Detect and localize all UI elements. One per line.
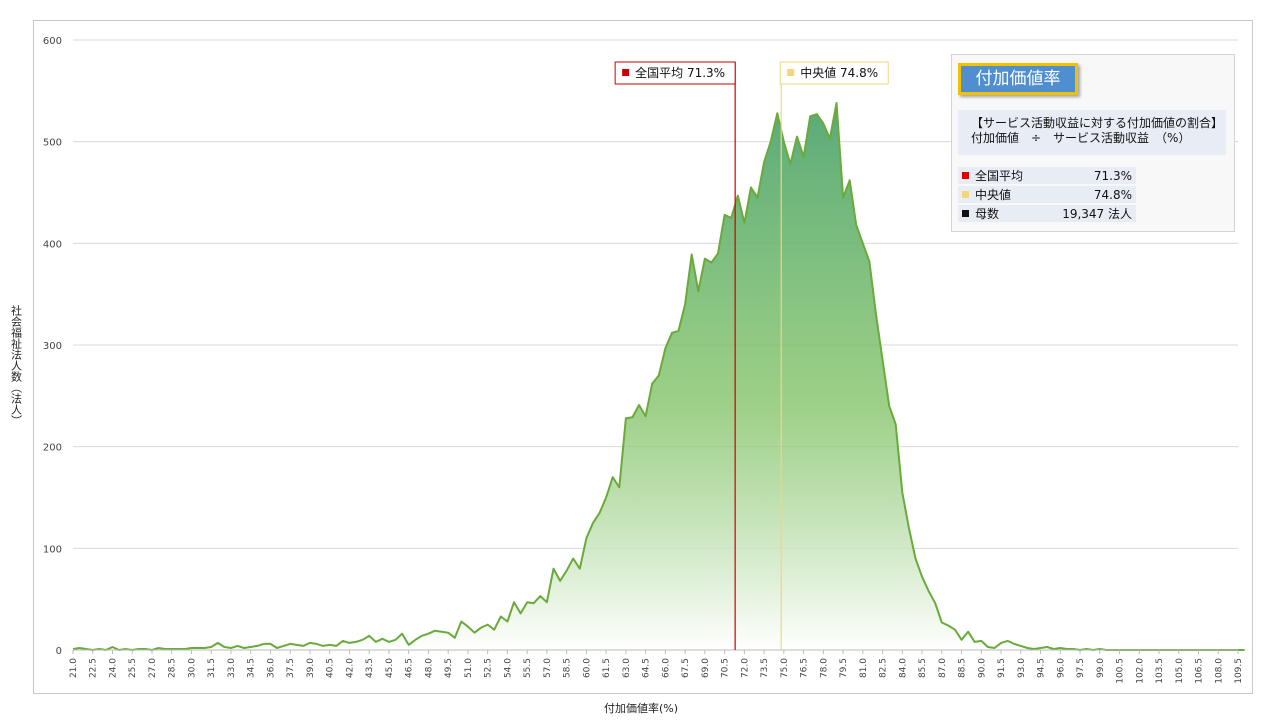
count-marker-icon bbox=[962, 210, 969, 217]
x-tick-label: 67.5 bbox=[681, 658, 691, 678]
x-axis-title: 付加価値率(%) bbox=[604, 701, 678, 715]
x-tick-label: 93.0 bbox=[1017, 658, 1027, 678]
x-tick-label: 87.0 bbox=[938, 658, 948, 678]
info-row-label: 母数 bbox=[975, 207, 1000, 221]
info-row-label: 中央値 bbox=[975, 188, 1012, 202]
y-tick-label: 0 bbox=[56, 646, 62, 657]
info-panel-description: 【サービス活動収益に対する付加価値の割合】 付加価値 ÷ サービス活動収益 （%… bbox=[958, 110, 1226, 155]
x-tick-label: 58.5 bbox=[563, 658, 573, 678]
info-panel-title: 付加価値率 bbox=[958, 63, 1078, 95]
reference-callout-marker bbox=[787, 69, 795, 76]
x-tick-label: 64.5 bbox=[642, 658, 652, 678]
x-tick-label: 82.5 bbox=[879, 658, 889, 678]
x-tick-label: 46.5 bbox=[405, 658, 415, 678]
x-tick-label: 60.0 bbox=[582, 658, 592, 678]
x-tick-label: 81.0 bbox=[859, 658, 869, 678]
x-tick-label: 70.5 bbox=[721, 658, 731, 678]
info-row-value: 19,347 法人 bbox=[1036, 205, 1136, 222]
x-tick-label: 84.0 bbox=[898, 658, 908, 678]
x-tick-label: 88.5 bbox=[958, 658, 968, 678]
y-tick-label: 200 bbox=[43, 443, 62, 454]
reference-callout-box bbox=[779, 61, 889, 85]
info-row-value: 71.3% bbox=[1036, 167, 1136, 184]
x-tick-label: 36.0 bbox=[266, 658, 276, 678]
x-tick-label: 102.0 bbox=[1135, 658, 1145, 684]
x-tick-label: 22.5 bbox=[89, 658, 99, 678]
x-tick-label: 66.0 bbox=[661, 658, 671, 678]
x-tick-label: 39.0 bbox=[306, 658, 316, 678]
info-row-label: 全国平均 bbox=[975, 169, 1024, 183]
chart-frame bbox=[33, 20, 1253, 694]
x-tick-label: 63.0 bbox=[622, 658, 632, 678]
x-tick-label: 24.0 bbox=[108, 658, 118, 678]
x-tick-label: 76.5 bbox=[800, 658, 810, 678]
x-tick-label: 54.0 bbox=[503, 658, 513, 678]
x-tick-label: 108.0 bbox=[1214, 658, 1224, 684]
x-tick-label: 97.5 bbox=[1076, 658, 1086, 678]
x-tick-label: 55.5 bbox=[523, 658, 533, 678]
x-tick-label: 73.5 bbox=[760, 658, 770, 678]
y-tick-label: 400 bbox=[43, 239, 62, 250]
info-stats-table: 全国平均 71.3% 中央値 74.8% 母数 19,347 法人 bbox=[958, 165, 1136, 224]
reference-callout-box bbox=[614, 61, 736, 85]
x-tick-label: 78.0 bbox=[819, 658, 829, 678]
x-tick-label: 103.5 bbox=[1155, 658, 1165, 684]
x-tick-label: 57.0 bbox=[543, 658, 553, 678]
x-tick-label: 25.5 bbox=[128, 658, 138, 678]
x-tick-label: 94.5 bbox=[1037, 658, 1047, 678]
x-tick-label: 96.0 bbox=[1056, 658, 1066, 678]
info-row-median: 中央値 74.8% bbox=[958, 186, 1136, 203]
series-line bbox=[72, 102, 1245, 651]
y-axis-title: 社会福祉法人数（法人） bbox=[10, 304, 23, 426]
x-tick-label: 75.0 bbox=[780, 658, 790, 678]
x-tick-label: 33.0 bbox=[227, 658, 237, 678]
x-tick-label: 45.0 bbox=[385, 658, 395, 678]
x-tick-label: 21.0 bbox=[69, 658, 79, 678]
y-tick-label: 300 bbox=[43, 341, 62, 352]
info-panel: 付加価値率 【サービス活動収益に対する付加価値の割合】 付加価値 ÷ サービス活… bbox=[951, 54, 1235, 232]
info-desc-line-2: 付加価値 ÷ サービス活動収益 （%） bbox=[971, 131, 1191, 145]
x-tick-label: 106.5 bbox=[1195, 658, 1205, 684]
y-tick-label: 100 bbox=[43, 544, 62, 555]
x-tick-label: 91.5 bbox=[997, 658, 1007, 678]
x-tick-label: 109.5 bbox=[1234, 658, 1244, 684]
x-tick-label: 61.5 bbox=[602, 658, 612, 678]
x-tick-label: 52.5 bbox=[484, 658, 494, 678]
info-row-count: 母数 19,347 法人 bbox=[958, 205, 1136, 222]
average-marker-icon bbox=[962, 172, 969, 179]
y-tick-label: 500 bbox=[43, 138, 62, 149]
x-tick-label: 28.5 bbox=[168, 658, 178, 678]
x-tick-label: 30.0 bbox=[187, 658, 197, 678]
x-tick-label: 90.0 bbox=[977, 658, 987, 678]
x-tick-label: 37.5 bbox=[286, 658, 296, 678]
y-tick-label: 600 bbox=[43, 36, 62, 47]
x-tick-label: 69.0 bbox=[701, 658, 711, 678]
reference-callout-marker bbox=[622, 69, 630, 76]
median-marker-icon bbox=[962, 191, 969, 198]
x-tick-label: 40.5 bbox=[326, 658, 336, 678]
x-tick-label: 85.5 bbox=[918, 658, 928, 678]
x-tick-label: 49.5 bbox=[444, 658, 454, 678]
x-tick-label: 100.5 bbox=[1116, 658, 1126, 684]
reference-callout-label: 全国平均 71.3% bbox=[635, 65, 725, 80]
x-tick-label: 43.5 bbox=[365, 658, 375, 678]
x-tick-label: 79.5 bbox=[839, 658, 849, 678]
x-tick-label: 27.0 bbox=[148, 658, 158, 678]
x-tick-label: 31.5 bbox=[207, 658, 217, 678]
x-tick-label: 72.0 bbox=[740, 658, 750, 678]
info-row-average: 全国平均 71.3% bbox=[958, 167, 1136, 184]
x-tick-label: 34.5 bbox=[247, 658, 257, 678]
x-tick-label: 105.0 bbox=[1175, 658, 1185, 684]
x-tick-label: 48.0 bbox=[424, 658, 434, 678]
reference-callout-label: 中央値 74.8% bbox=[800, 65, 878, 80]
x-tick-label: 51.0 bbox=[464, 658, 474, 678]
x-tick-label: 42.0 bbox=[345, 658, 355, 678]
info-desc-line-1: 【サービス活動収益に対する付加価値の割合】 bbox=[971, 116, 1224, 130]
info-row-value: 74.8% bbox=[1036, 186, 1136, 203]
x-tick-label: 99.0 bbox=[1096, 658, 1106, 678]
